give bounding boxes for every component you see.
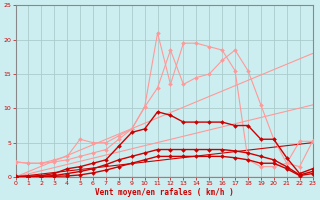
X-axis label: Vent moyen/en rafales ( km/h ): Vent moyen/en rafales ( km/h ) xyxy=(95,188,233,197)
